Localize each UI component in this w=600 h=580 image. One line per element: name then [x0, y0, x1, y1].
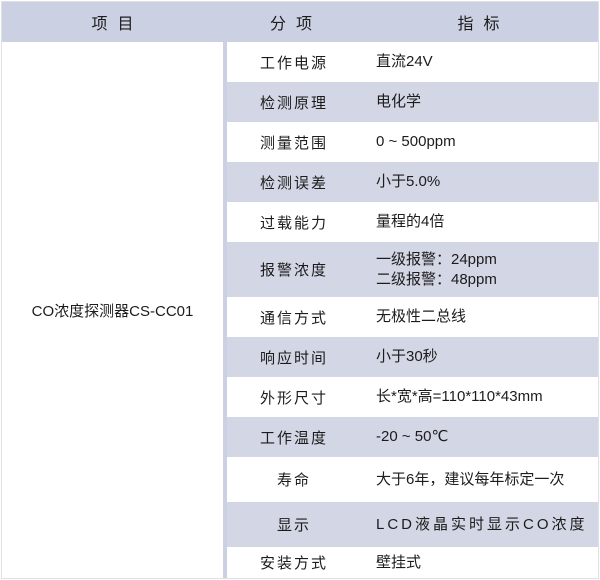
spec-label: 响应时间 — [259, 349, 328, 367]
spec-row: 显示 LCD液晶实时显示CO浓度 — [227, 502, 598, 547]
spec-value: 无极性二总线 — [376, 308, 467, 325]
spec-row: 检测原理 电化学 — [227, 82, 598, 122]
spec-label: 过载能力 — [259, 214, 328, 232]
spec-label: 工作温度 — [259, 429, 328, 447]
header-subitem: 分项 — [269, 16, 322, 33]
spec-label: 工作电源 — [259, 54, 328, 72]
spec-row: 响应时间 小于30秒 — [227, 337, 598, 377]
spec-row: 测量范围 0 ~ 500ppm — [227, 122, 598, 162]
column-divider — [223, 42, 227, 578]
spec-value: 长*宽*高=110*110*43mm — [376, 388, 543, 405]
spec-value: 一级报警：24ppm 二级报警：48ppm — [359, 250, 598, 290]
spec-rows: 工作电源 直流24V 检测原理 电化学测量范围 0 ~ 500ppm 检测误差 小于5.0%… — [227, 42, 598, 578]
spec-row: 工作温度 -20 ~ 50℃ — [227, 417, 598, 457]
spec-value: -20 ~ 50℃ — [376, 428, 449, 445]
header-indicator: 指标 — [457, 16, 510, 33]
spec-label: 安装方式 — [259, 555, 328, 572]
spec-row: 报警浓度 一级报警：24ppm 二级报警：48ppm — [227, 242, 598, 297]
spec-value: 小于30秒 — [376, 348, 438, 365]
header-item: 项目 — [91, 16, 144, 33]
spec-row: 通信方式 无极性二总线 — [227, 297, 598, 337]
spec-value-line: 一级报警：24ppm — [376, 250, 497, 268]
spec-label: 报警浓度 — [259, 262, 328, 279]
product-name: CO浓度探测器CS-CC01 — [31, 302, 194, 320]
spec-label: 检测误差 — [259, 174, 328, 192]
spec-row: 检测误差 小于5.0% — [227, 162, 598, 202]
spec-label: 寿命 — [276, 472, 311, 489]
spec-label: 测量范围 — [259, 134, 328, 152]
spec-value: LCD液晶实时显示CO浓度 — [376, 515, 588, 533]
spec-value: 量程的4倍 — [376, 213, 445, 230]
spec-value: 电化学 — [376, 93, 422, 110]
spec-label: 外形尺寸 — [259, 389, 328, 407]
table-header: 项目 分项 指标 — [2, 2, 598, 42]
spec-label: 显示 — [276, 517, 311, 534]
spec-row: 外形尺寸 长*宽*高=110*110*43mm — [227, 377, 598, 417]
spec-label: 检测原理 — [259, 94, 328, 112]
spec-label: 通信方式 — [259, 309, 328, 327]
spec-value: 壁挂式 — [376, 553, 422, 571]
spec-row: 安装方式 壁挂式 — [227, 547, 598, 578]
spec-row: 寿命 大于6年，建议每年标定一次 — [227, 457, 598, 502]
spec-value: 0 ~ 500ppm — [376, 133, 456, 150]
spec-row: 过载能力 量程的4倍 — [227, 202, 598, 242]
spec-value: 直流24V — [376, 53, 433, 70]
spec-row: 工作电源 直流24V — [227, 42, 598, 82]
spec-value: 小于5.0% — [376, 173, 441, 190]
product-name-cell: CO浓度探测器CS-CC01 — [2, 42, 223, 578]
table-body: CO浓度探测器CS-CC01 工作电源 直流24V 检测原理 电化学测量范围 0 ~ 5… — [2, 42, 598, 578]
spec-value: 大于6年，建议每年标定一次 — [376, 470, 565, 488]
spec-value-line: 二级报警：48ppm — [376, 270, 497, 288]
